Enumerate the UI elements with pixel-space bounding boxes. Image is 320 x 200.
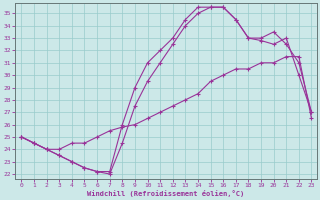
X-axis label: Windchill (Refroidissement éolien,°C): Windchill (Refroidissement éolien,°C) (87, 190, 244, 197)
